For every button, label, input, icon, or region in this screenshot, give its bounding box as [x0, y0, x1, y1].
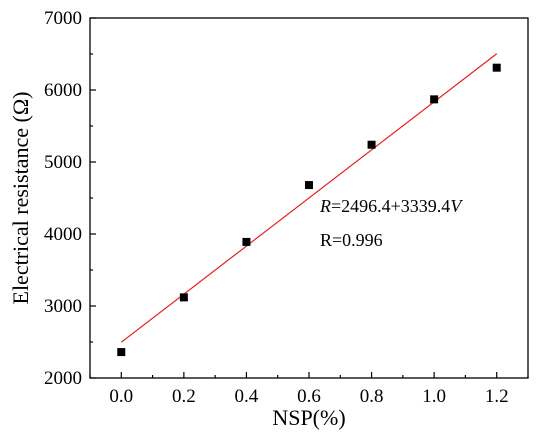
x-tick-label: 0.2: [172, 386, 196, 407]
y-tick-label: 4000: [44, 224, 82, 245]
y-tick-label: 7000: [44, 8, 82, 29]
x-tick-label: 1.2: [485, 386, 509, 407]
equation-annotation: R=2496.4+3339.4V: [319, 196, 463, 216]
y-tick-label: 6000: [44, 80, 82, 101]
data-point: [242, 237, 251, 246]
x-axis-title: NSP(%): [272, 405, 345, 430]
data-points: [117, 63, 501, 357]
data-point: [430, 95, 439, 104]
data-point: [117, 348, 126, 357]
correlation-annotation: R=0.996: [320, 230, 383, 250]
data-point: [492, 63, 501, 72]
equation-v: V: [450, 196, 463, 216]
plot-frame: [89, 17, 529, 379]
x-tick-label: 0.0: [109, 386, 133, 407]
equation-body: =2496.4+3339.4: [331, 196, 450, 216]
x-tick-label: 0.4: [235, 386, 259, 407]
equation-r: R: [319, 196, 331, 216]
x-tick-label: 0.8: [360, 386, 384, 407]
data-point: [179, 293, 188, 302]
data-point: [305, 181, 313, 190]
x-tick-labels: 0.0 0.2 0.4 0.6 0.8 1.0 1.2: [109, 386, 508, 407]
x-tick-label: 0.6: [297, 386, 321, 407]
y-tick-label: 5000: [44, 152, 82, 173]
y-axis-title: Electrical resistance (Ω): [8, 91, 33, 304]
data-point: [367, 140, 376, 149]
y-tick-label: 2000: [44, 368, 82, 389]
y-tick-labels: 2000 3000 4000 5000 6000 7000: [44, 8, 82, 389]
y-tick-label: 3000: [44, 296, 82, 317]
x-tick-label: 1.0: [422, 386, 446, 407]
